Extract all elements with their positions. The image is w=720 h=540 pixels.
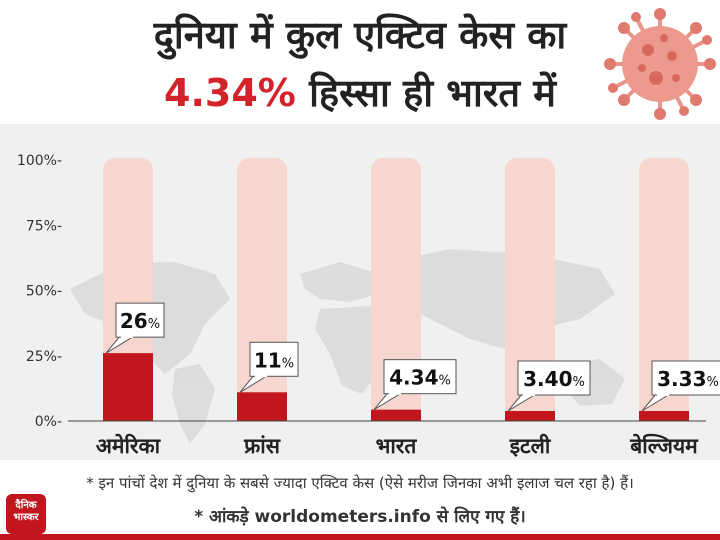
- y-axis: 0%- 25%- 50%- 75%- 100%-: [17, 153, 62, 430]
- bars: [103, 353, 689, 421]
- data-label: 3.40%: [523, 367, 585, 391]
- y-tick-label: 0%-: [35, 414, 62, 430]
- callout-gap: [523, 393, 535, 396]
- virus-icon: [604, 8, 716, 120]
- bar-track: [505, 158, 555, 421]
- callout-box: [517, 360, 591, 396]
- x-tick-label: भारत: [376, 434, 418, 458]
- title-line-2: 4.34% हिस्सा ही भारत में: [0, 66, 720, 118]
- x-tick-label: अमेरिका: [96, 433, 162, 458]
- callout-gap: [255, 374, 267, 378]
- title-highlight: 4.34%: [164, 71, 296, 115]
- callout-gap: [657, 393, 669, 396]
- title-rest: हिस्सा ही भारत में: [295, 71, 556, 115]
- bottom-accent-bar: [0, 534, 720, 540]
- publisher-logo: दैनिक भास्कर: [6, 494, 46, 534]
- data-label: 11%: [254, 348, 294, 372]
- bar-track: [639, 158, 689, 421]
- bar: [505, 411, 555, 421]
- data-label: 3.33%: [657, 367, 719, 391]
- value-callouts: 26% 11% 4.34% 3.40% 3.33%: [105, 302, 720, 412]
- callout-box: [383, 359, 457, 395]
- bar-track: [371, 158, 421, 421]
- y-tick-label: 25%-: [26, 349, 62, 365]
- chart-area: 0%- 25%- 50%- 75%- 100%- 26% 11% 4.34% 3.40% 3.3…: [0, 124, 720, 460]
- title-line-1: दुनिया में कुल एक्टिव केस का: [153, 13, 567, 57]
- bar: [371, 409, 421, 421]
- callout-gap: [389, 391, 401, 395]
- data-label: 4.34%: [389, 366, 451, 390]
- bar: [103, 353, 153, 421]
- x-tick-label: इटली: [509, 433, 552, 458]
- x-axis-labels: अमेरिका फ्रांस भारत इटली बेल्जियम: [96, 433, 699, 458]
- callout-box: [651, 360, 720, 396]
- bar: [639, 411, 689, 421]
- y-tick-label: 50%-: [26, 284, 62, 300]
- x-tick-label: फ्रांस: [243, 434, 281, 458]
- callout-box: [115, 302, 165, 338]
- bar-chart: 0%- 25%- 50%- 75%- 100%- 26% 11% 4.34% 3.40% 3.3…: [17, 153, 720, 458]
- x-tick-label: बेल्जियम: [629, 433, 699, 458]
- footnote-1: * इन पांचों देश में दुनिया के सबसे ज्याद…: [86, 474, 634, 492]
- callout-gap: [121, 335, 133, 339]
- footer: * इन पांचों देश में दुनिया के सबसे ज्याद…: [0, 460, 720, 540]
- header: दुनिया में कुल एक्टिव केस का 4.34% हिस्स…: [0, 0, 720, 124]
- bar-tracks: [103, 158, 689, 421]
- data-label: 26%: [120, 309, 160, 333]
- bar: [237, 392, 287, 421]
- footnote-2: * आंकड़े worldometers.info से लिए गए हैं…: [194, 507, 526, 527]
- bar-track: [237, 158, 287, 421]
- callout-box: [249, 341, 299, 377]
- y-tick-label: 100%-: [17, 153, 62, 169]
- y-tick-label: 75%-: [26, 218, 62, 234]
